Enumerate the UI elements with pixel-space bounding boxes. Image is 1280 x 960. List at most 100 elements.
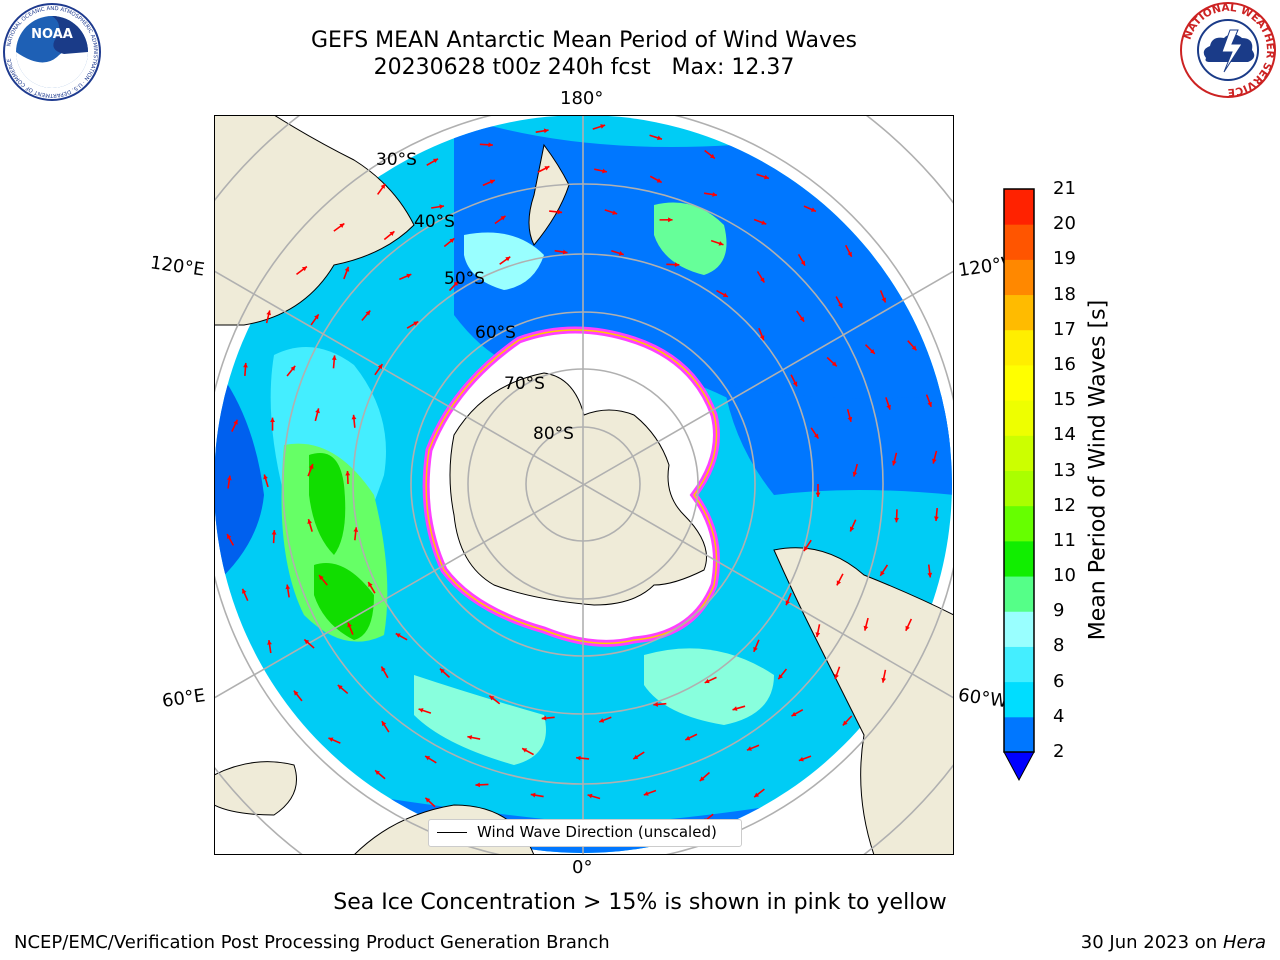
wave-direction-arrow-head <box>301 266 307 272</box>
wave-direction-arrow-head <box>543 128 549 134</box>
wave-direction-arrow-head <box>881 677 887 683</box>
footer-date: 30 Jun 2023 on Hera <box>1081 932 1266 953</box>
wave-direction-arrow-head <box>233 419 238 425</box>
colorbar-tick-label: 14 <box>1053 424 1076 446</box>
wave-direction-arrow-head <box>270 417 275 423</box>
colorbar-segment <box>1004 716 1034 753</box>
wave-direction-arrow-head <box>381 666 386 672</box>
wave-direction-arrow-head <box>439 204 445 210</box>
wave-direction-arrow-head <box>754 792 760 798</box>
wave-direction-arrow-head <box>353 527 359 532</box>
wave-direction-arrow-head <box>307 519 313 525</box>
wave-direction-arrow-head <box>344 266 350 272</box>
wave-direction-arrow-head <box>761 220 767 225</box>
colorbar-segment <box>1004 681 1034 718</box>
wave-direction-arrow-head <box>285 584 291 590</box>
colorbar-tick-label: 16 <box>1053 353 1076 375</box>
wave-direction-arrow-head <box>500 215 506 221</box>
wave-direction-arrow-head <box>505 256 511 262</box>
colorbar-tick-label: 12 <box>1053 494 1076 516</box>
wave-direction-arrow-head <box>891 460 897 466</box>
sea-ice-note: Sea Ice Concentration > 15% is shown in … <box>333 890 947 915</box>
wave-direction-arrow-head <box>489 179 495 185</box>
lat-label-50s: 50°S <box>444 269 485 289</box>
wave-direction-arrow-head <box>467 735 473 740</box>
colorbar-tick-label: 20 <box>1053 213 1076 235</box>
wave-direction-arrow-head <box>847 251 852 257</box>
wave-direction-arrow-head <box>557 209 563 215</box>
colorbar-segment <box>1004 540 1034 577</box>
wave-direction-arrow-head <box>267 640 272 645</box>
wave-direction-arrow-head <box>345 471 351 476</box>
wave-direction-arrow-head <box>226 475 232 481</box>
wave-direction-arrow-head <box>847 416 853 422</box>
wave-direction-arrow-head <box>842 720 848 726</box>
wave-direction-arrow-head <box>653 702 658 707</box>
wave-direction-arrow-head <box>803 546 809 552</box>
colorbar-label: Mean Period of Wind Waves [s] <box>1085 299 1111 641</box>
colorbar-segment <box>1004 505 1034 542</box>
colorbar-segment <box>1004 259 1034 296</box>
wave-direction-arrow-head <box>836 580 842 586</box>
wave-direction-arrow-head <box>753 646 758 652</box>
wave-direction-arrow-head <box>425 797 431 803</box>
colorbar-tick-label: 11 <box>1053 529 1076 551</box>
new-zealand-land <box>528 143 570 246</box>
colorbar-tick-label: 10 <box>1053 565 1076 587</box>
wave-direction-arrow-head <box>271 530 277 535</box>
wave-direction-arrow-head <box>488 142 493 148</box>
wave-direction-arrow-head <box>375 770 380 776</box>
wave-direction-arrow-head <box>612 210 618 215</box>
wave-direction-arrow-head <box>849 526 855 532</box>
lon-label-120e: 120°E <box>148 252 206 281</box>
wave-direction-arrow-head <box>293 690 299 696</box>
wave-direction-arrow-head <box>328 737 334 742</box>
wave-direction-arrow-head <box>600 124 606 129</box>
colorbar-tick-label: 18 <box>1053 283 1076 305</box>
wave-direction-arrow-head <box>602 168 607 174</box>
wave-direction-arrow-head <box>418 708 424 713</box>
wave-direction-arrow-head <box>599 718 605 723</box>
wave-direction-arrow-head <box>798 756 804 762</box>
wave-direction-arrow-head <box>309 464 314 469</box>
wave-direction-arrow-head <box>389 231 395 236</box>
lat-label-80s: 80°S <box>533 424 574 444</box>
colorbar-tick-label: 6 <box>1053 670 1065 692</box>
colorbar-segment <box>1004 470 1034 507</box>
wave-direction-arrow-head <box>813 433 819 439</box>
madagascar-land <box>214 761 297 816</box>
graticule <box>214 115 954 855</box>
wave-direction-arrow-head <box>331 355 337 360</box>
wave-direction-arrow-head <box>674 262 680 268</box>
colorbar-segment <box>1004 189 1034 225</box>
wave-direction-arrow-head <box>838 302 843 308</box>
lat-label-70s: 70°S <box>504 374 545 394</box>
colorbar-segment <box>1004 576 1034 612</box>
wave-direction-arrow-head <box>785 600 790 606</box>
wave-direction-arrow-head <box>489 695 495 701</box>
wave-direction-arrow-head <box>799 316 805 322</box>
wave-direction-arrow-head <box>314 314 319 320</box>
wave-direction-arrow-head <box>905 625 910 631</box>
wave-direction-arrow-head <box>319 575 324 581</box>
wave-direction-arrow-head <box>266 310 271 316</box>
wave-direction-arrow-head <box>722 292 728 297</box>
lat-label-30s: 30°S <box>376 150 417 170</box>
legend-label: Wind Wave Direction (unscaled) <box>477 823 717 841</box>
colorbar-tick-label: 8 <box>1053 635 1065 657</box>
wave-direction-arrow-head <box>381 721 387 727</box>
colorbar-tick-label: 21 <box>1053 178 1076 199</box>
wave-direction-arrow-head <box>685 735 691 741</box>
colorbar-tick-label: 17 <box>1053 318 1076 340</box>
wave-direction-arrow-head <box>718 241 724 246</box>
wave-direction-arrow-head <box>263 474 268 480</box>
wave-direction-arrow-head <box>759 335 765 341</box>
wave-direction-arrow-head <box>339 223 345 229</box>
wave-direction-arrow-head <box>633 754 639 760</box>
wave-direction-arrow-head <box>852 471 858 477</box>
wave-direction-arrow-head <box>365 310 371 316</box>
wave-direction-arrow-head <box>746 746 752 751</box>
wave-direction-arrow-head <box>831 361 837 367</box>
wave-direction-arrow-head <box>815 632 821 638</box>
wave-direction-arrow-head <box>668 217 673 223</box>
